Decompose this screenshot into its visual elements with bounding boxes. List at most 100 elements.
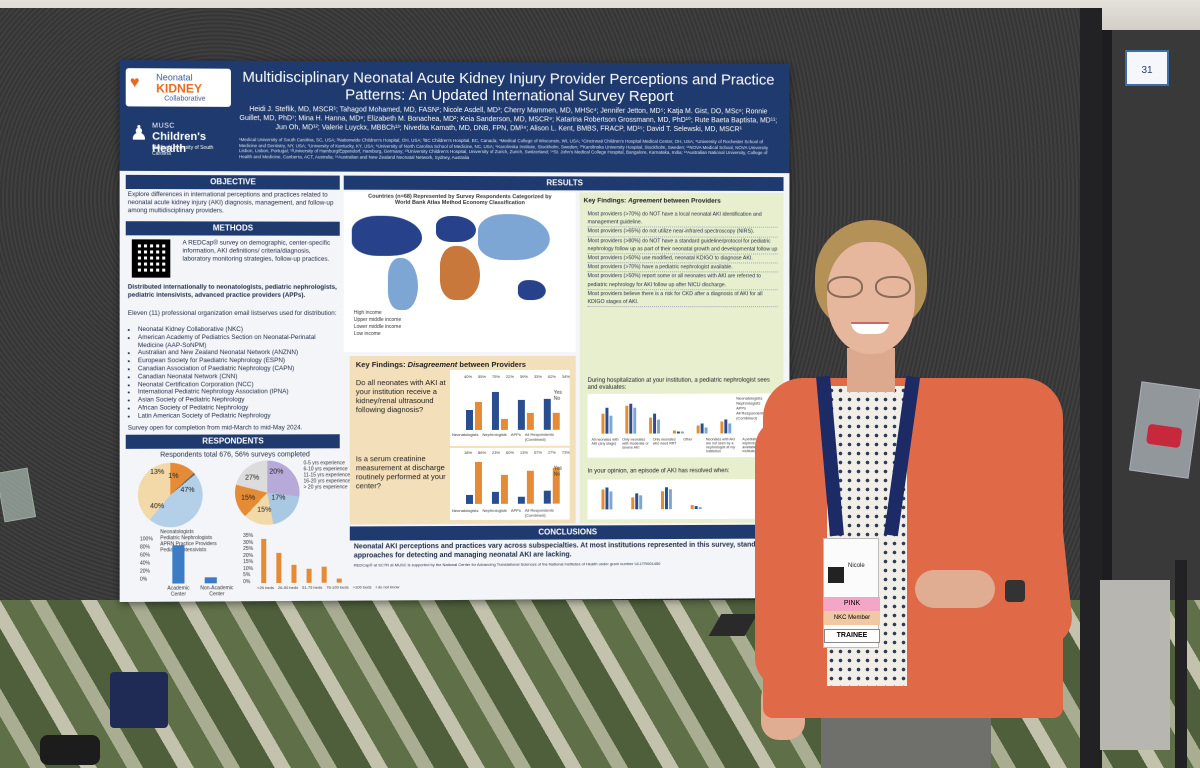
- pie-label: 15%: [257, 507, 271, 514]
- finding-item: Most providers (>50%) report some or all…: [588, 273, 778, 291]
- map-australia: [518, 280, 546, 300]
- conclusions-heading: CONCLUSIONS: [350, 525, 784, 541]
- hosp-bars: [601, 404, 731, 434]
- q1-bars: [466, 380, 560, 430]
- map-africa: [440, 246, 480, 300]
- resolved-question: In your opinion, an episode of AKI has r…: [588, 467, 776, 477]
- pie-label: 27%: [245, 475, 259, 482]
- hand-on-hip: [915, 570, 995, 608]
- bar2-ticks: 35% 30% 25% 20% 15% 10% 5% 0%: [243, 533, 253, 585]
- bar: [544, 491, 551, 504]
- bar: [466, 495, 473, 504]
- bar: [291, 565, 296, 583]
- q1-categories: Neonatologists Nephrologists APPs All Respo…: [452, 432, 570, 442]
- org-item: European Society for Paediatric Nephrolo…: [138, 357, 338, 365]
- face: [827, 242, 915, 354]
- map-europe: [436, 216, 476, 242]
- pie2-legend: 0-5 yrs experience 6-10 yrs experience 1…: [304, 460, 351, 490]
- bar: [466, 410, 473, 430]
- q2-legend: Yes No: [554, 466, 562, 478]
- finding-item: Most providers believe there is a risk f…: [588, 290, 778, 307]
- methods-redcap: A REDCap® survey on demographic, center-…: [182, 239, 337, 263]
- finding-item: Most providers (>80%) do NOT have a stan…: [588, 237, 778, 255]
- agreement-list: Most providers (>70%) do NOT have a loca…: [588, 210, 778, 307]
- bar: [475, 402, 482, 430]
- org-item: Latin American Society of Pediatric Neph…: [138, 412, 338, 420]
- org-item: Canadian Neonatal Network (CNN): [138, 373, 338, 381]
- map-south-america: [388, 258, 418, 310]
- q2-categories: Neonatologists Nephrologists APPs All Respo…: [452, 508, 570, 518]
- org-item: Canadian Association of Paediatric Nephr…: [138, 365, 338, 373]
- question-1: Do all neonates with AKI at your institu…: [356, 378, 448, 414]
- pie1-legend: Neonatologists Pediatric Nephrologists A…: [160, 529, 216, 553]
- objective-heading: OBJECTIVE: [126, 175, 340, 190]
- pie-chart-experience: [235, 460, 300, 524]
- org-item: American Academy of Pediatrics Section o…: [138, 334, 338, 350]
- methods-eleven: Eleven (11) professional organization em…: [128, 310, 338, 318]
- methods-distributed: Distributed internationally to neonatolo…: [128, 284, 338, 300]
- objective-text: Explore differences in international per…: [128, 191, 338, 215]
- bar-academic: [172, 545, 184, 583]
- map-north-america: [352, 216, 422, 256]
- org-item: Neonatal Kidney Collaborative (NKC): [138, 326, 338, 334]
- pie-label: 1%: [168, 473, 178, 480]
- badge-ribbon-pink: PINK: [824, 597, 880, 611]
- bar1-ticks: 100% 80% 60% 40% 20% 0%: [140, 535, 153, 583]
- poster-title: Multidisciplinary Neonatal Acute Kidney …: [239, 69, 778, 106]
- badge-qr-icon: [828, 567, 844, 583]
- map-asia: [478, 214, 550, 260]
- hospitalization-chart: Neonatologists Nephrologists APPs All Respo…: [588, 394, 776, 458]
- finding-item: Most providers (>65%) do not utilize nea…: [588, 228, 778, 238]
- bar: [501, 475, 508, 504]
- pie-label: 15%: [241, 495, 255, 502]
- plastic-bag: [1129, 381, 1200, 478]
- results-heading: RESULTS: [344, 176, 784, 191]
- nkc-logo: ♥ Neonatal KIDNEY Collaborative: [126, 68, 231, 107]
- finding-item: Most providers (>70%) do NOT have a loca…: [588, 210, 778, 228]
- methods-orgs: Neonatal Kidney Collaborative (NKC) Amer…: [128, 326, 338, 420]
- smile: [851, 322, 889, 334]
- name-badge: Nicole PINK NKC Member TRAINEE: [823, 538, 879, 648]
- bystander-shoe: [40, 735, 100, 765]
- hospitalization-question: During hospitalization at your instituti…: [588, 378, 776, 392]
- presenter-woman: Nicole PINK NKC Member TRAINEE: [755, 218, 1135, 768]
- bar: [501, 419, 508, 430]
- disagreement-panel: Key Findings: Disagreement between Provi…: [350, 356, 576, 525]
- question-2: Is a serum creatinine measurement at dis…: [356, 454, 448, 490]
- conclusions-text: Neonatal AKI perceptions and practices v…: [354, 541, 782, 561]
- poster-affiliations: ¹Medical University of South Carolina, S…: [239, 137, 778, 171]
- child-icon: ♟: [130, 121, 148, 146]
- bar: [492, 392, 499, 430]
- bar: [518, 400, 525, 430]
- bar: [544, 399, 551, 430]
- respondents-total: Respondents total 676, 56% surveys compl…: [160, 451, 332, 459]
- q1-legend: Yes No: [554, 390, 562, 402]
- poster-header: ♥ Neonatal KIDNEY Collaborative ♟ MUSC C…: [120, 60, 790, 173]
- family-icon: ♥: [130, 74, 140, 92]
- bar: [492, 492, 499, 504]
- bar2-categories: <25 beds 26-50 beds 51-75 beds 76-100 be…: [257, 584, 399, 590]
- musc-logo: ♟ MUSC Children's Health Medical Univers…: [128, 116, 229, 157]
- bar: [475, 462, 482, 504]
- q2-chart: 18% 86% 23% 60% 13% 67% 27% 73% Neonatologists N…: [450, 448, 570, 520]
- q2-bars: [466, 456, 560, 504]
- conclusions-footnote: REDCap® at SCTR at MUSC is supported by …: [354, 560, 782, 567]
- neck: [847, 348, 895, 392]
- respondents-heading: RESPONDENTS: [126, 434, 340, 449]
- bar: [518, 497, 525, 504]
- map-legend: High income Upper middle income Lower mi…: [354, 310, 401, 338]
- beds-bar-chart: [261, 533, 342, 584]
- agreement-panel: Key Findings: Agreement between Provider…: [580, 192, 784, 523]
- pie-label: 40%: [150, 503, 164, 510]
- org-item: Australian and New Zealand Neonatal Netw…: [138, 349, 338, 357]
- pie-label: 20%: [269, 469, 283, 476]
- q2-values: 18% 86% 23% 60% 13% 67% 27% 73%: [464, 450, 570, 455]
- smartwatch-icon: [1005, 580, 1025, 602]
- bar: [261, 539, 266, 583]
- poster-authors: Heidi J. Steflik, MD, MSCR¹; Tahagod Moh…: [239, 105, 778, 134]
- badge-ribbon-trainee: TRAINEE: [824, 629, 880, 643]
- map-panel: Countries (n=68) Represented by Survey R…: [344, 192, 576, 352]
- q1-chart: 40% 55% 75% 22% 59% 33% 62% 34% Neonatologists N…: [450, 370, 570, 446]
- research-poster: ♥ Neonatal KIDNEY Collaborative ♟ MUSC C…: [120, 60, 790, 602]
- agreement-title: Key Findings: Agreement between Provider…: [584, 196, 721, 205]
